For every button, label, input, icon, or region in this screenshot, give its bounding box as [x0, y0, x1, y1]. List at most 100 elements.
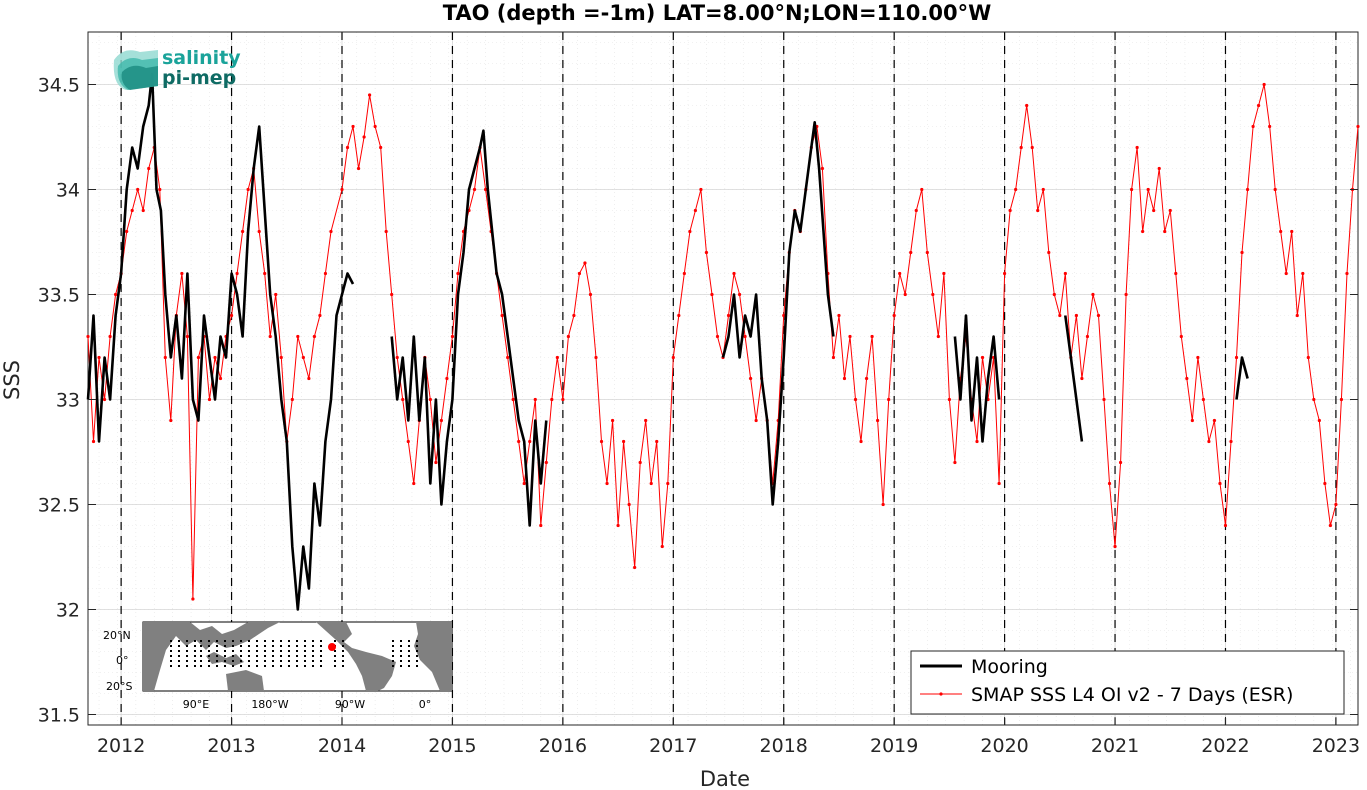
map-mooring-dot — [186, 645, 188, 647]
map-mooring-dot — [240, 665, 242, 667]
map-mooring-dot — [304, 640, 306, 642]
smap-point — [268, 334, 272, 339]
smap-point — [1257, 103, 1261, 108]
map-mooring-dot — [224, 650, 226, 652]
smap-point — [577, 271, 582, 276]
map-mooring-dot — [178, 650, 180, 652]
map-mooring-dot — [320, 665, 322, 667]
map-mooring-dot — [296, 655, 298, 657]
map-mooring-dot — [288, 640, 290, 642]
smap-point — [1212, 418, 1217, 423]
smap-point — [1240, 250, 1244, 255]
smap-point — [395, 355, 399, 360]
map-mooring-dot — [416, 655, 418, 657]
map-mooring-dot — [312, 660, 314, 662]
smap-point — [715, 334, 720, 339]
map-mooring-dot — [194, 665, 196, 667]
smap-point — [158, 187, 162, 192]
map-mooring-dot — [272, 665, 274, 667]
map-mooring-dot — [240, 660, 242, 662]
map-mooring-dot — [208, 650, 210, 652]
smap-point — [163, 355, 167, 360]
smap-point — [1008, 208, 1012, 213]
logo-waves-icon — [113, 50, 158, 90]
smap-point — [384, 229, 388, 234]
map-mooring-dot — [272, 655, 274, 657]
map-lon-label-0: 0° — [419, 698, 432, 711]
smap-point — [633, 565, 637, 570]
map-mooring-dot — [312, 645, 314, 647]
smap-point — [616, 523, 620, 528]
map-mooring-dot — [194, 645, 196, 647]
year-divider-lines — [120, 32, 1337, 725]
map-lat-label-20s: 20°S — [106, 680, 132, 693]
smap-point — [472, 187, 477, 192]
smap-point — [864, 376, 869, 381]
smap-point — [754, 418, 758, 423]
map-mooring-dot — [400, 660, 402, 662]
smap-point — [263, 271, 267, 276]
x-tick-label: 2017 — [649, 735, 697, 757]
smap-point — [909, 250, 913, 255]
map-mooring-dot — [408, 660, 410, 662]
legend-label-smap: SMAP SSS L4 OI v2 - 7 Days (ESR) — [971, 684, 1293, 706]
map-mooring-dot — [304, 650, 306, 652]
map-mooring-dot — [170, 665, 172, 667]
smap-point — [610, 418, 615, 423]
smap-point — [732, 271, 736, 276]
smap-point — [1295, 313, 1299, 318]
smap-point — [506, 355, 510, 360]
map-mooring-dot — [264, 640, 266, 642]
smap-point — [1047, 250, 1051, 255]
map-mooring-dot — [186, 640, 188, 642]
smap-point — [1273, 187, 1277, 192]
smap-point — [947, 397, 951, 402]
map-mooring-dot — [224, 645, 226, 647]
map-mooring-dot — [334, 650, 336, 652]
smap-point — [588, 292, 593, 297]
smap-point — [820, 166, 824, 171]
map-mooring-dot — [392, 650, 394, 652]
map-mooring-dot — [416, 660, 418, 662]
map-mooring-dot — [408, 655, 410, 657]
map-lat-label-20n: 20°N — [103, 629, 131, 642]
map-mooring-dot — [408, 665, 410, 667]
map-mooring-dot — [208, 640, 210, 642]
smap-point — [1345, 271, 1349, 276]
map-mooring-dot — [178, 645, 180, 647]
map-mooring-dot — [264, 665, 266, 667]
map-mooring-dot — [248, 660, 250, 662]
legend-swatch-smap-marker — [939, 692, 943, 696]
smap-point — [147, 166, 151, 171]
map-mooring-dot — [208, 660, 210, 662]
smap-point — [622, 439, 626, 444]
map-lon-label-90w: 90°W — [335, 698, 365, 711]
smap-point — [296, 334, 300, 339]
smap-point — [428, 397, 432, 402]
smap-point — [649, 481, 653, 486]
smap-point — [125, 229, 129, 234]
map-mooring-dot — [272, 660, 274, 662]
smap-point — [583, 261, 587, 265]
map-mooring-dot — [232, 650, 234, 652]
map-mooring-dot — [392, 645, 394, 647]
smap-point — [1301, 271, 1305, 276]
legend-label-mooring: Mooring — [971, 656, 1048, 678]
map-mooring-dot — [342, 655, 344, 657]
map-mooring-dot — [416, 645, 418, 647]
map-mooring-dot — [334, 660, 336, 662]
map-mooring-dot — [256, 640, 258, 642]
smap-point — [500, 313, 504, 318]
x-tick-label: 2022 — [1201, 735, 1249, 757]
map-mooring-dot — [264, 645, 266, 647]
map-mooring-dot — [288, 650, 290, 652]
smap-point — [169, 418, 173, 423]
smap-point — [1290, 229, 1294, 234]
smap-point — [1328, 523, 1332, 528]
map-mooring-dot — [280, 645, 282, 647]
smap-point — [517, 439, 521, 444]
map-mooring-dot — [342, 650, 344, 652]
smap-point — [749, 376, 753, 381]
map-mooring-dot — [342, 645, 344, 647]
smap-point — [1234, 355, 1239, 360]
